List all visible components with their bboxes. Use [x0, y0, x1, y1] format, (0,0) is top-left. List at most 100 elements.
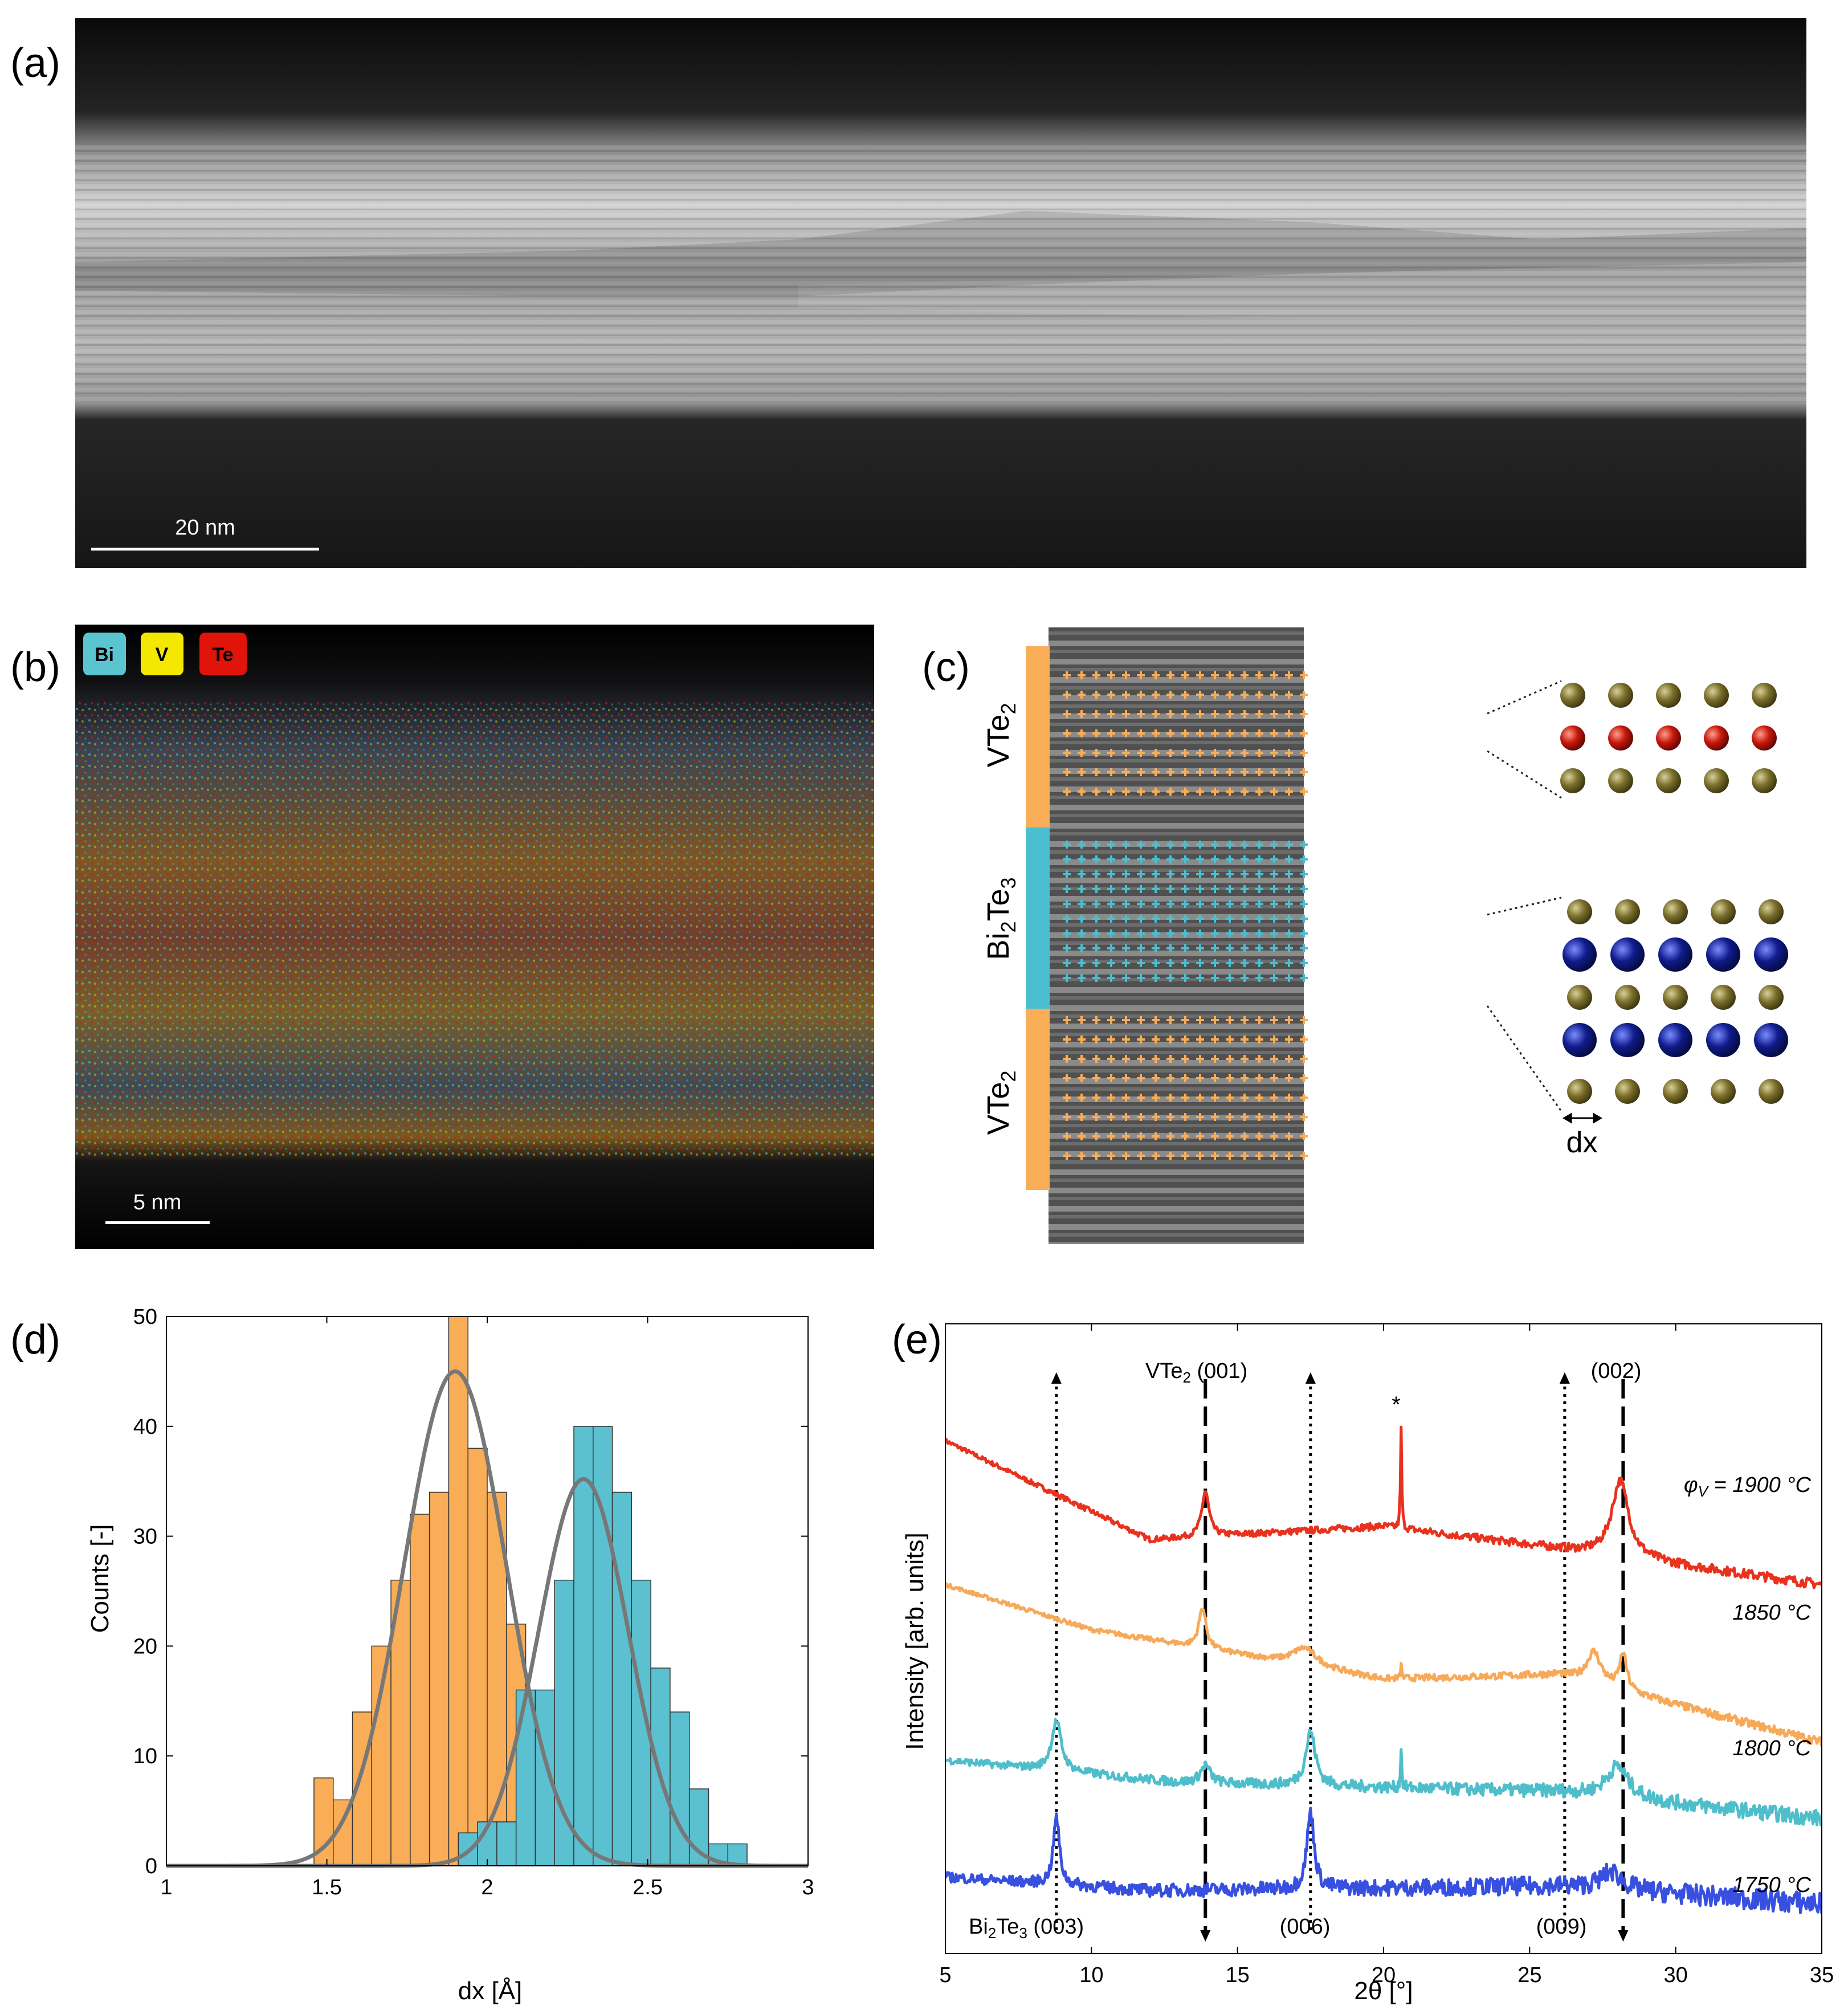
lattice-cross	[1241, 1113, 1249, 1121]
annotation-vte2-001: VTe2 (001)	[1145, 1359, 1247, 1386]
x-tick-label: 2	[481, 1876, 493, 1899]
lattice-cross	[1107, 944, 1115, 952]
lattice-cross	[1078, 944, 1086, 952]
lattice-cross	[1285, 1035, 1293, 1043]
lattice-cross	[1063, 671, 1071, 679]
histogram-bar	[515, 1689, 536, 1866]
lattice-cross	[1285, 1152, 1293, 1160]
lattice-cross	[1107, 1132, 1115, 1140]
lattice-cross	[1211, 1035, 1219, 1043]
lattice-cross	[1196, 841, 1204, 849]
lattice-cross	[1152, 929, 1160, 937]
lattice-cross	[1300, 870, 1308, 878]
lattice-cross	[1300, 1016, 1308, 1024]
lattice-cross	[1166, 1113, 1174, 1121]
lattice-cross	[1226, 900, 1234, 908]
lattice-cross	[1166, 1132, 1174, 1140]
lattice-cross	[1196, 1132, 1204, 1140]
lattice-cross	[1226, 855, 1234, 863]
atom-te	[1759, 1079, 1784, 1104]
lattice-cross	[1255, 855, 1263, 863]
lattice-cross	[1300, 749, 1308, 757]
atom-te	[1663, 899, 1688, 924]
lattice-cross	[1122, 729, 1130, 737]
lattice-cross	[1092, 1055, 1100, 1063]
atom-te	[1608, 768, 1633, 793]
atom-v	[1560, 725, 1585, 751]
lattice-cross	[1196, 915, 1204, 923]
lattice-cross	[1196, 929, 1204, 937]
lattice-cross	[1092, 691, 1100, 699]
lattice-cross	[1255, 929, 1263, 937]
lattice-cross	[1063, 900, 1071, 908]
lattice-cross	[1226, 749, 1234, 757]
lattice-cross	[1152, 1132, 1160, 1140]
lattice-cross	[1166, 1016, 1174, 1024]
lattice-cross	[1241, 710, 1249, 718]
atom-v	[1656, 725, 1681, 751]
lattice-cross	[1270, 855, 1278, 863]
lattice-cross	[1300, 915, 1308, 923]
lattice-cross	[1122, 870, 1130, 878]
lattice-cross	[1152, 768, 1160, 776]
lattice-cross	[1196, 1152, 1204, 1160]
lattice-cross	[1211, 929, 1219, 937]
lattice-cross	[1181, 1055, 1189, 1063]
lattice-cross	[1078, 900, 1086, 908]
panel-c-label: (c)	[922, 645, 970, 690]
atom-bi	[1754, 937, 1788, 972]
lattice-cross	[1137, 855, 1145, 863]
atom-bi	[1563, 1023, 1597, 1057]
lattice-cross	[1092, 929, 1100, 937]
lattice-cross	[1255, 671, 1263, 679]
scalebar-a-label: 20 nm	[175, 516, 235, 540]
lattice-cross	[1270, 841, 1278, 849]
zoom-connectors	[1486, 680, 1563, 1112]
lattice-cross	[1196, 710, 1204, 718]
lattice-cross	[1196, 1055, 1204, 1063]
lattice-cross	[1122, 855, 1130, 863]
lattice-cross	[1241, 870, 1249, 878]
atom-te	[1567, 1079, 1592, 1104]
lattice-cross	[1137, 1132, 1145, 1140]
lattice-cross	[1270, 1094, 1278, 1102]
lattice-cross	[1092, 710, 1100, 718]
lattice-cross	[1092, 1035, 1100, 1043]
xrd-line	[945, 1425, 1822, 1589]
lattice-cross	[1226, 870, 1234, 878]
lattice-cross	[1270, 885, 1278, 893]
lattice-cross	[1211, 1152, 1219, 1160]
lattice-cross	[1122, 1132, 1130, 1140]
atom-te	[1704, 768, 1729, 793]
lattice-cross	[1211, 870, 1219, 878]
lattice-cross	[1241, 788, 1249, 796]
lattice-cross	[1241, 1055, 1249, 1063]
lattice-cross	[1122, 1152, 1130, 1160]
lattice-cross	[1092, 1132, 1100, 1140]
lattice-cross	[1107, 1152, 1115, 1160]
scalebar-b	[105, 1221, 210, 1224]
lattice-cross	[1107, 929, 1115, 937]
x-tick-label: 2.5	[633, 1876, 663, 1899]
lattice-cross	[1255, 1055, 1263, 1063]
lattice-cross	[1211, 671, 1219, 679]
lattice-cross	[1211, 788, 1219, 796]
lattice-cross	[1107, 959, 1115, 967]
lattice-cross	[1211, 691, 1219, 699]
lattice-cross	[1063, 1094, 1071, 1102]
lattice-cross	[1063, 885, 1071, 893]
lattice-cross	[1092, 959, 1100, 967]
x-tick-label: 1	[160, 1876, 172, 1899]
lattice-cross	[1270, 1113, 1278, 1121]
lattice-cross	[1270, 944, 1278, 952]
lattice-cross	[1078, 671, 1086, 679]
atom-te	[1711, 985, 1736, 1010]
lattice-cross	[1196, 1094, 1204, 1102]
atom-bi	[1610, 1023, 1645, 1057]
lattice-cross	[1107, 710, 1115, 718]
atom-te	[1663, 985, 1688, 1010]
y-axis-label-d: Counts [-]	[86, 1524, 114, 1633]
lattice-cross	[1063, 1113, 1071, 1121]
arrow-head	[1200, 1930, 1211, 1942]
